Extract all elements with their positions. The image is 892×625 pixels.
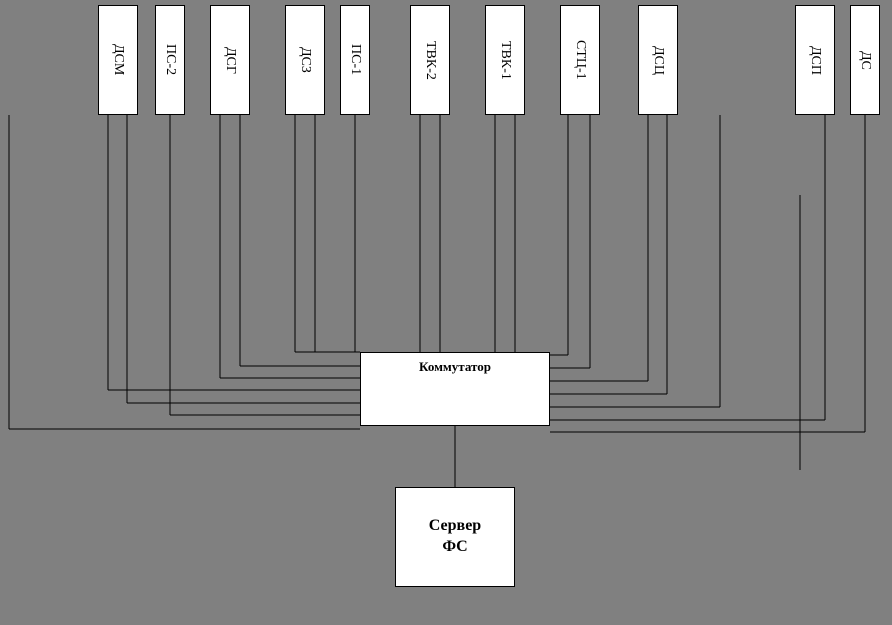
server-box: Сервер ФС [395,487,515,587]
top-box-label: ПС-1 [347,44,363,75]
top-box-label: ДСЦ [650,46,666,75]
top-box-b10: ДСП [795,5,835,115]
top-box-b1: ДСМ [98,5,138,115]
top-box-b5: ПС-1 [340,5,370,115]
top-box-b2: ПС-2 [155,5,185,115]
top-box-label: ТВК-2 [422,41,438,80]
server-label: Сервер ФС [429,516,481,558]
top-box-label: ПС-2 [162,44,178,75]
top-box-b9: ДСЦ [638,5,678,115]
top-box-b7: ТВК-1 [485,5,525,115]
top-box-b3: ДСГ [210,5,250,115]
hub-label: Коммутатор [419,359,491,375]
top-box-label: ТВК-1 [497,41,513,80]
top-box-label: ДС [857,51,873,70]
top-box-label: ДСМ [110,44,126,75]
top-box-b11: ДС [850,5,880,115]
top-box-label: ДСГ [222,47,238,74]
top-box-label: СТЦ-1 [572,40,588,80]
top-box-b8: СТЦ-1 [560,5,600,115]
top-box-b6: ТВК-2 [410,5,450,115]
top-box-b4: ДСЗ [285,5,325,115]
hub-box: Коммутатор [360,352,550,426]
top-box-label: ДСП [807,46,823,75]
top-box-label: ДСЗ [297,47,313,73]
